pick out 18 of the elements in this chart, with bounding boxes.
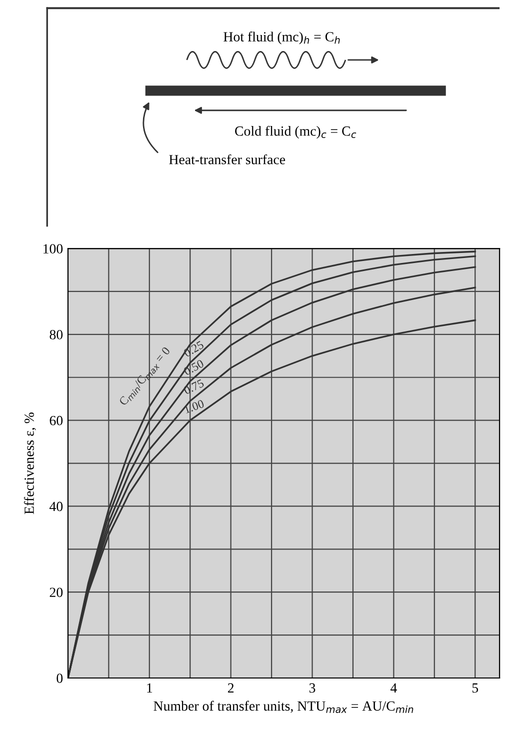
text: Hot fluid (mc)$_{h}$ = C$_{h}$ — [224, 32, 340, 44]
text: Cold fluid (mc)$_{c}$ = C$_{c}$ — [235, 126, 356, 139]
text: C$_{min}$/C$_{max}$ = 0 — [118, 346, 172, 408]
y-tick-label: 40 — [50, 502, 63, 512]
text: Heat-transfer surface — [169, 154, 286, 164]
x-tick-label: 3 — [309, 683, 316, 693]
x-axis-title: Number of transfer units, NTU$_{max}$ = AU/C$_{min}$ — [154, 700, 414, 713]
x-tick-label: 5 — [472, 683, 478, 693]
y-axis-title: Effectiveness ε, % — [24, 412, 36, 514]
text: 0.50 — [183, 359, 204, 376]
y-tick-label: 80 — [50, 330, 63, 340]
x-tick-label: 4 — [390, 683, 397, 692]
x-tick-label: 2 — [228, 683, 234, 692]
y-tick-label: 100 — [44, 244, 63, 254]
y-tick-label: 20 — [50, 588, 63, 598]
y-tick-label: 0 — [56, 674, 63, 683]
x-tick-label: 1 — [147, 683, 152, 692]
y-tick-label: 60 — [50, 416, 63, 426]
